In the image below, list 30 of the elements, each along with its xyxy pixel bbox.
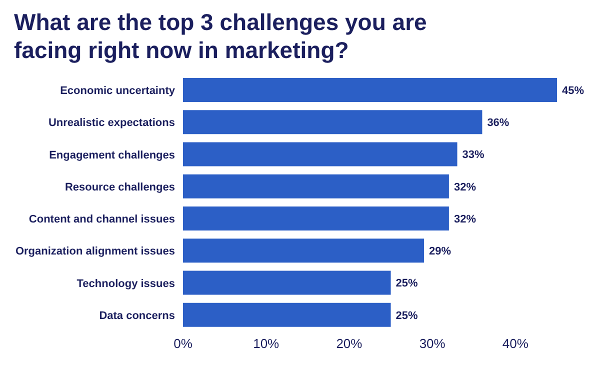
data-label: 32% [454, 181, 476, 194]
y-tick-label: Unrealistic expectations [48, 117, 175, 130]
x-tick-label: 40% [502, 336, 529, 352]
y-tick-label: Resource challenges [64, 181, 175, 194]
x-tick-label: 0% [174, 336, 193, 352]
bar [183, 174, 449, 198]
y-tick-label: Organization alignment issues [15, 246, 175, 258]
data-label: 36% [487, 117, 510, 130]
bar [183, 270, 391, 295]
data-label: 33% [462, 149, 484, 162]
y-tick-label: Engagement challenges [49, 149, 175, 162]
x-tick-label: 20% [336, 336, 363, 352]
data-label: 25% [396, 278, 418, 290]
bar [183, 110, 482, 134]
y-tick-label: Content and channel issues [28, 214, 175, 226]
chart-title: What are the top 3 challenges you are facing right now in marketing? [14, 8, 428, 64]
data-label: 29% [429, 246, 452, 258]
y-tick-label: Data concerns [99, 310, 175, 322]
x-tick-label: 30% [419, 336, 446, 352]
y-tick-label: Economic uncertainty [60, 85, 176, 98]
bar [183, 206, 449, 230]
bar [183, 302, 391, 327]
data-label: 45% [562, 84, 584, 97]
y-tick-label: Technology issues [76, 278, 175, 290]
x-tick-label: 10% [253, 336, 280, 352]
data-label: 32% [454, 213, 476, 226]
bar [183, 238, 424, 263]
bar [183, 78, 557, 102]
data-label: 25% [396, 310, 418, 322]
bar [183, 142, 458, 166]
